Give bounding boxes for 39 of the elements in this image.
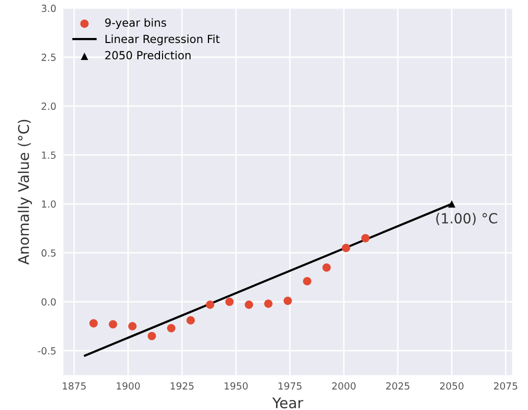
y-tick-label: 3.0 <box>42 4 56 12</box>
x-tick-label: 2000 <box>332 382 356 390</box>
point <box>244 300 254 309</box>
point <box>264 300 273 308</box>
legend-label: 2050 Prediction <box>105 50 191 60</box>
point <box>89 319 98 328</box>
point <box>206 300 214 309</box>
y-axis-title: Anomally Value (°C) <box>18 120 32 265</box>
y-tick-label: 0.0 <box>42 298 56 306</box>
annotation: (1.00) °C <box>436 212 498 226</box>
y-tick-label: 0.5 <box>42 249 56 257</box>
point <box>225 298 234 306</box>
y-tick-label: -0.5 <box>38 347 56 355</box>
point <box>303 277 312 286</box>
point <box>322 263 331 272</box>
y-tick-label: 1.5 <box>42 152 56 159</box>
point <box>342 244 350 252</box>
x-tick-label: 2050 <box>440 382 464 390</box>
y-tick-label: 1.0 <box>42 200 56 208</box>
point <box>186 316 195 325</box>
x-axis-title: Year <box>272 398 304 408</box>
point <box>284 296 292 305</box>
point <box>448 200 456 208</box>
x-tick-label: 1975 <box>278 382 302 390</box>
point <box>108 320 118 328</box>
legend-label: 9-year bins <box>105 18 166 29</box>
point <box>167 324 176 332</box>
x-tick-label: 2025 <box>386 382 410 390</box>
point <box>128 322 137 330</box>
y-tick-label: 2.5 <box>42 54 56 61</box>
y-tick-label: 2.0 <box>42 102 56 110</box>
point <box>361 234 370 242</box>
x-tick-label: 1875 <box>62 382 86 390</box>
x-tick-label: 1925 <box>170 382 194 390</box>
legend-label: Linear Regression Fit <box>106 34 220 46</box>
x-tick-label: 2075 <box>494 382 518 390</box>
x-tick-label: 1900 <box>116 382 140 390</box>
point <box>148 332 156 340</box>
x-tick-label: 1950 <box>224 382 248 390</box>
